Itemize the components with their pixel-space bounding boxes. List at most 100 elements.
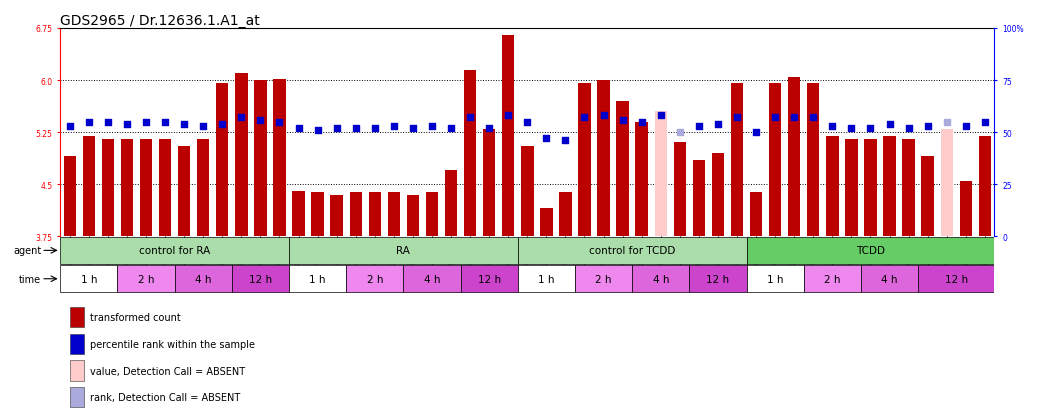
Bar: [120, 140, 133, 237]
Bar: [655, 112, 667, 237]
Point: [328, 125, 345, 132]
Bar: [63, 157, 76, 237]
Text: 2 h: 2 h: [596, 274, 611, 284]
Text: control for TCDD: control for TCDD: [589, 246, 676, 256]
Text: 1 h: 1 h: [538, 274, 554, 284]
Point: [519, 119, 536, 126]
Point: [348, 125, 364, 132]
Bar: [731, 84, 743, 237]
Text: TCDD: TCDD: [856, 246, 885, 256]
Bar: [979, 136, 991, 237]
Bar: [712, 154, 725, 237]
Point: [214, 121, 230, 128]
Point: [271, 119, 288, 126]
Bar: [598, 81, 609, 237]
Point: [653, 113, 670, 119]
Bar: [483, 129, 495, 237]
Bar: [159, 140, 171, 237]
Point: [424, 123, 440, 130]
Point: [595, 113, 611, 119]
Point: [672, 129, 688, 136]
Point: [385, 123, 402, 130]
Bar: [518, 237, 746, 264]
Point: [252, 117, 269, 123]
Text: 1 h: 1 h: [309, 274, 326, 284]
Point: [977, 119, 993, 126]
Bar: [845, 140, 857, 237]
Bar: [674, 143, 686, 237]
Bar: [368, 193, 381, 237]
Point: [195, 123, 212, 130]
Point: [710, 121, 727, 128]
Point: [729, 115, 745, 121]
Point: [405, 125, 421, 132]
Bar: [746, 266, 803, 293]
Bar: [117, 266, 174, 293]
Bar: [254, 81, 267, 237]
Text: 2 h: 2 h: [138, 274, 155, 284]
Point: [366, 125, 383, 132]
Bar: [617, 102, 629, 237]
Text: percentile rank within the sample: percentile rank within the sample: [90, 339, 255, 349]
Bar: [540, 209, 552, 237]
Bar: [177, 147, 190, 237]
Bar: [293, 192, 305, 237]
Point: [767, 115, 784, 121]
Text: 12 h: 12 h: [707, 274, 730, 284]
Bar: [70, 307, 84, 327]
Bar: [861, 266, 919, 293]
Bar: [865, 140, 877, 237]
Bar: [140, 140, 153, 237]
Point: [500, 113, 517, 119]
Text: 2 h: 2 h: [824, 274, 841, 284]
Point: [557, 138, 574, 145]
Text: 12 h: 12 h: [477, 274, 500, 284]
Bar: [808, 84, 819, 237]
Point: [81, 119, 98, 126]
Bar: [83, 136, 95, 237]
Point: [462, 115, 479, 121]
Bar: [289, 266, 347, 293]
Point: [538, 136, 554, 142]
Point: [61, 123, 78, 130]
Point: [881, 121, 898, 128]
Bar: [70, 334, 84, 354]
Bar: [902, 140, 914, 237]
Bar: [461, 266, 518, 293]
Point: [157, 119, 173, 126]
Text: 12 h: 12 h: [249, 274, 272, 284]
Point: [443, 125, 460, 132]
Bar: [330, 195, 343, 237]
Bar: [559, 193, 572, 237]
Bar: [922, 157, 934, 237]
Bar: [60, 237, 289, 264]
Point: [175, 121, 192, 128]
Bar: [632, 266, 689, 293]
Point: [786, 115, 802, 121]
Bar: [426, 193, 438, 237]
Bar: [578, 84, 591, 237]
Bar: [959, 181, 972, 237]
Bar: [273, 79, 285, 237]
Bar: [60, 266, 117, 293]
Text: control for RA: control for RA: [139, 246, 211, 256]
Bar: [445, 171, 457, 237]
Point: [614, 117, 631, 123]
Point: [805, 115, 822, 121]
Point: [633, 119, 650, 126]
Point: [900, 125, 917, 132]
Bar: [788, 77, 800, 237]
Point: [863, 125, 879, 132]
Bar: [689, 266, 746, 293]
Text: 4 h: 4 h: [881, 274, 898, 284]
Text: time: time: [19, 274, 42, 284]
Point: [118, 121, 135, 128]
Bar: [102, 140, 114, 237]
Bar: [216, 84, 228, 237]
Text: 2 h: 2 h: [366, 274, 383, 284]
Text: GDS2965 / Dr.12636.1.A1_at: GDS2965 / Dr.12636.1.A1_at: [60, 14, 260, 28]
Point: [291, 125, 307, 132]
Text: rank, Detection Call = ABSENT: rank, Detection Call = ABSENT: [90, 392, 241, 402]
Bar: [749, 193, 762, 237]
Point: [309, 127, 326, 134]
